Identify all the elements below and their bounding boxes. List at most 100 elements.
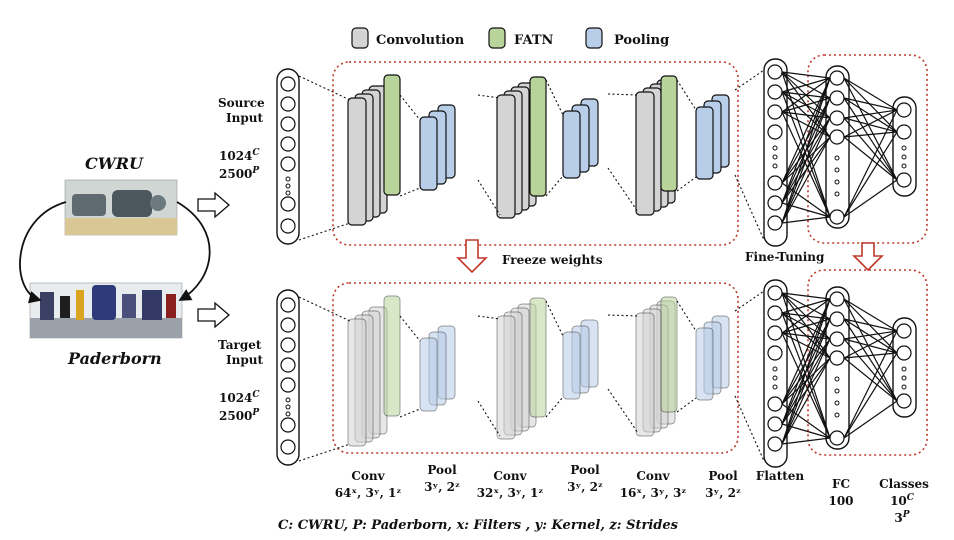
layer-caption-spec: 64ˣ, 3ʸ, 1ᶻ: [335, 486, 402, 500]
receptive-field-line: [676, 397, 697, 413]
receptive-field-line: [607, 167, 639, 213]
fatn-block-3: [660, 296, 678, 413]
fc-ellipsis-dot: [834, 155, 840, 161]
pool-map-3: [695, 327, 714, 401]
cwru-testbed-photo: [64, 179, 178, 236]
flatten-ellipsis-dot: [772, 366, 778, 372]
input-neuron: [280, 96, 296, 112]
source-dataset-name: CWRU: [85, 154, 144, 173]
fc-neuron: [829, 430, 845, 446]
flatten-neuron: [767, 215, 783, 231]
dense-connection: [843, 97, 898, 111]
input-neuron: [280, 439, 296, 455]
fc-neuron: [829, 110, 845, 126]
receptive-field-line: [734, 395, 765, 462]
input-neuron: [280, 136, 296, 152]
receptive-field-line: [298, 296, 351, 322]
dense-connection: [843, 109, 898, 218]
pool-map-1: [419, 116, 438, 191]
flatten-neuron: [767, 396, 783, 412]
input-ellipsis-dot: [285, 183, 291, 189]
layer-caption-spec: 3ʸ, 2ᶻ: [424, 480, 460, 494]
dense-connection: [781, 357, 831, 445]
dense-connection: [843, 97, 898, 181]
conv-filter-1: [347, 97, 367, 226]
flatten-ellipsis-dot: [772, 163, 778, 169]
freeze-weights-arrow: [456, 239, 488, 274]
source-input-size-c: 1024C: [219, 148, 260, 163]
conv-filter-3: [635, 91, 655, 216]
classes-caption-c: 10C: [890, 493, 915, 508]
fatn-block-2: [529, 76, 547, 197]
class-ellipsis-dot: [901, 384, 907, 390]
input-neuron: [280, 337, 296, 353]
receptive-field-line: [734, 69, 765, 91]
legend-swatch-convolution: [351, 27, 369, 49]
fine-tuning-arrow: [852, 242, 884, 272]
target-input-line2: Input: [226, 353, 263, 367]
input-neuron: [280, 417, 296, 433]
pool-map-3: [695, 106, 714, 180]
class-ellipsis-dot: [901, 366, 907, 372]
class-neuron: [896, 323, 912, 339]
source-input-label: Source Input 1024C 2500P: [218, 96, 265, 181]
target-arrow: [197, 301, 230, 329]
flatten-neuron: [767, 416, 783, 432]
target-input-size-p: 2500P: [219, 408, 259, 423]
dense-connection: [781, 71, 831, 79]
dense-connection: [843, 357, 898, 402]
input-neuron: [280, 156, 296, 172]
input-neuron: [280, 116, 296, 132]
source-feature-extractor-box: [332, 61, 739, 246]
receptive-field-line: [477, 94, 501, 99]
dense-connection: [843, 109, 898, 119]
receptive-field-line: [545, 79, 564, 116]
receptive-field-line: [676, 79, 697, 111]
pool-map-1: [419, 337, 438, 412]
input-ellipsis-dot: [285, 190, 291, 196]
fine-tuning-label: Fine-Tuning: [745, 250, 825, 264]
class-neuron: [896, 345, 912, 361]
layer-caption-spec: 16ˣ, 3ʸ, 3ᶻ: [620, 486, 687, 500]
paderborn-testbed-photo: [29, 282, 183, 339]
input-ellipsis-dot: [285, 411, 291, 417]
layer-caption-name: Pool: [427, 463, 457, 477]
legend-swatch-pooling: [585, 27, 603, 49]
legend-label-pooling: Pooling: [614, 33, 669, 48]
layer-caption-name: Flatten: [756, 469, 805, 483]
conv-filter-2: [496, 315, 516, 440]
dense-connection: [843, 117, 898, 133]
flatten-neuron: [767, 195, 783, 211]
fatn-block-2: [529, 297, 547, 418]
dense-connection: [781, 437, 831, 445]
flatten-neuron: [767, 84, 783, 100]
input-neuron: [280, 76, 296, 92]
dense-connection: [843, 400, 898, 439]
classes-caption-p: 3P: [894, 510, 909, 525]
layer-caption-name: Pool: [708, 469, 738, 483]
fc-neuron: [829, 291, 845, 307]
dense-connection: [843, 136, 898, 181]
classes-caption-name: Classes: [879, 477, 929, 491]
receptive-field-line: [545, 300, 564, 337]
receptive-field-line: [676, 300, 697, 332]
class-neuron: [896, 172, 912, 188]
legend-label-convolution: Convolution: [376, 33, 465, 48]
layer-caption-spec: 3ʸ, 2ᶻ: [567, 480, 603, 494]
layer-caption-spec: 32ˣ, 3ʸ, 1ᶻ: [477, 486, 544, 500]
dense-connection: [843, 97, 898, 133]
fc-neuron: [829, 209, 845, 225]
flatten-neuron: [767, 345, 783, 361]
flatten-ellipsis-dot: [772, 145, 778, 151]
class-ellipsis-dot: [901, 154, 907, 160]
dense-connection: [781, 216, 831, 224]
receptive-field-line: [477, 315, 501, 320]
pool-map-2: [562, 331, 581, 400]
fatn-block-1: [383, 295, 401, 417]
fc-ellipsis-dot: [834, 179, 840, 185]
dense-connection: [843, 77, 898, 111]
legend-caption: C: CWRU, P: Paderborn, x: Filters , y: K…: [278, 518, 679, 533]
dense-connection: [781, 97, 831, 224]
flatten-neuron: [767, 325, 783, 341]
source-arrow: [197, 191, 230, 219]
